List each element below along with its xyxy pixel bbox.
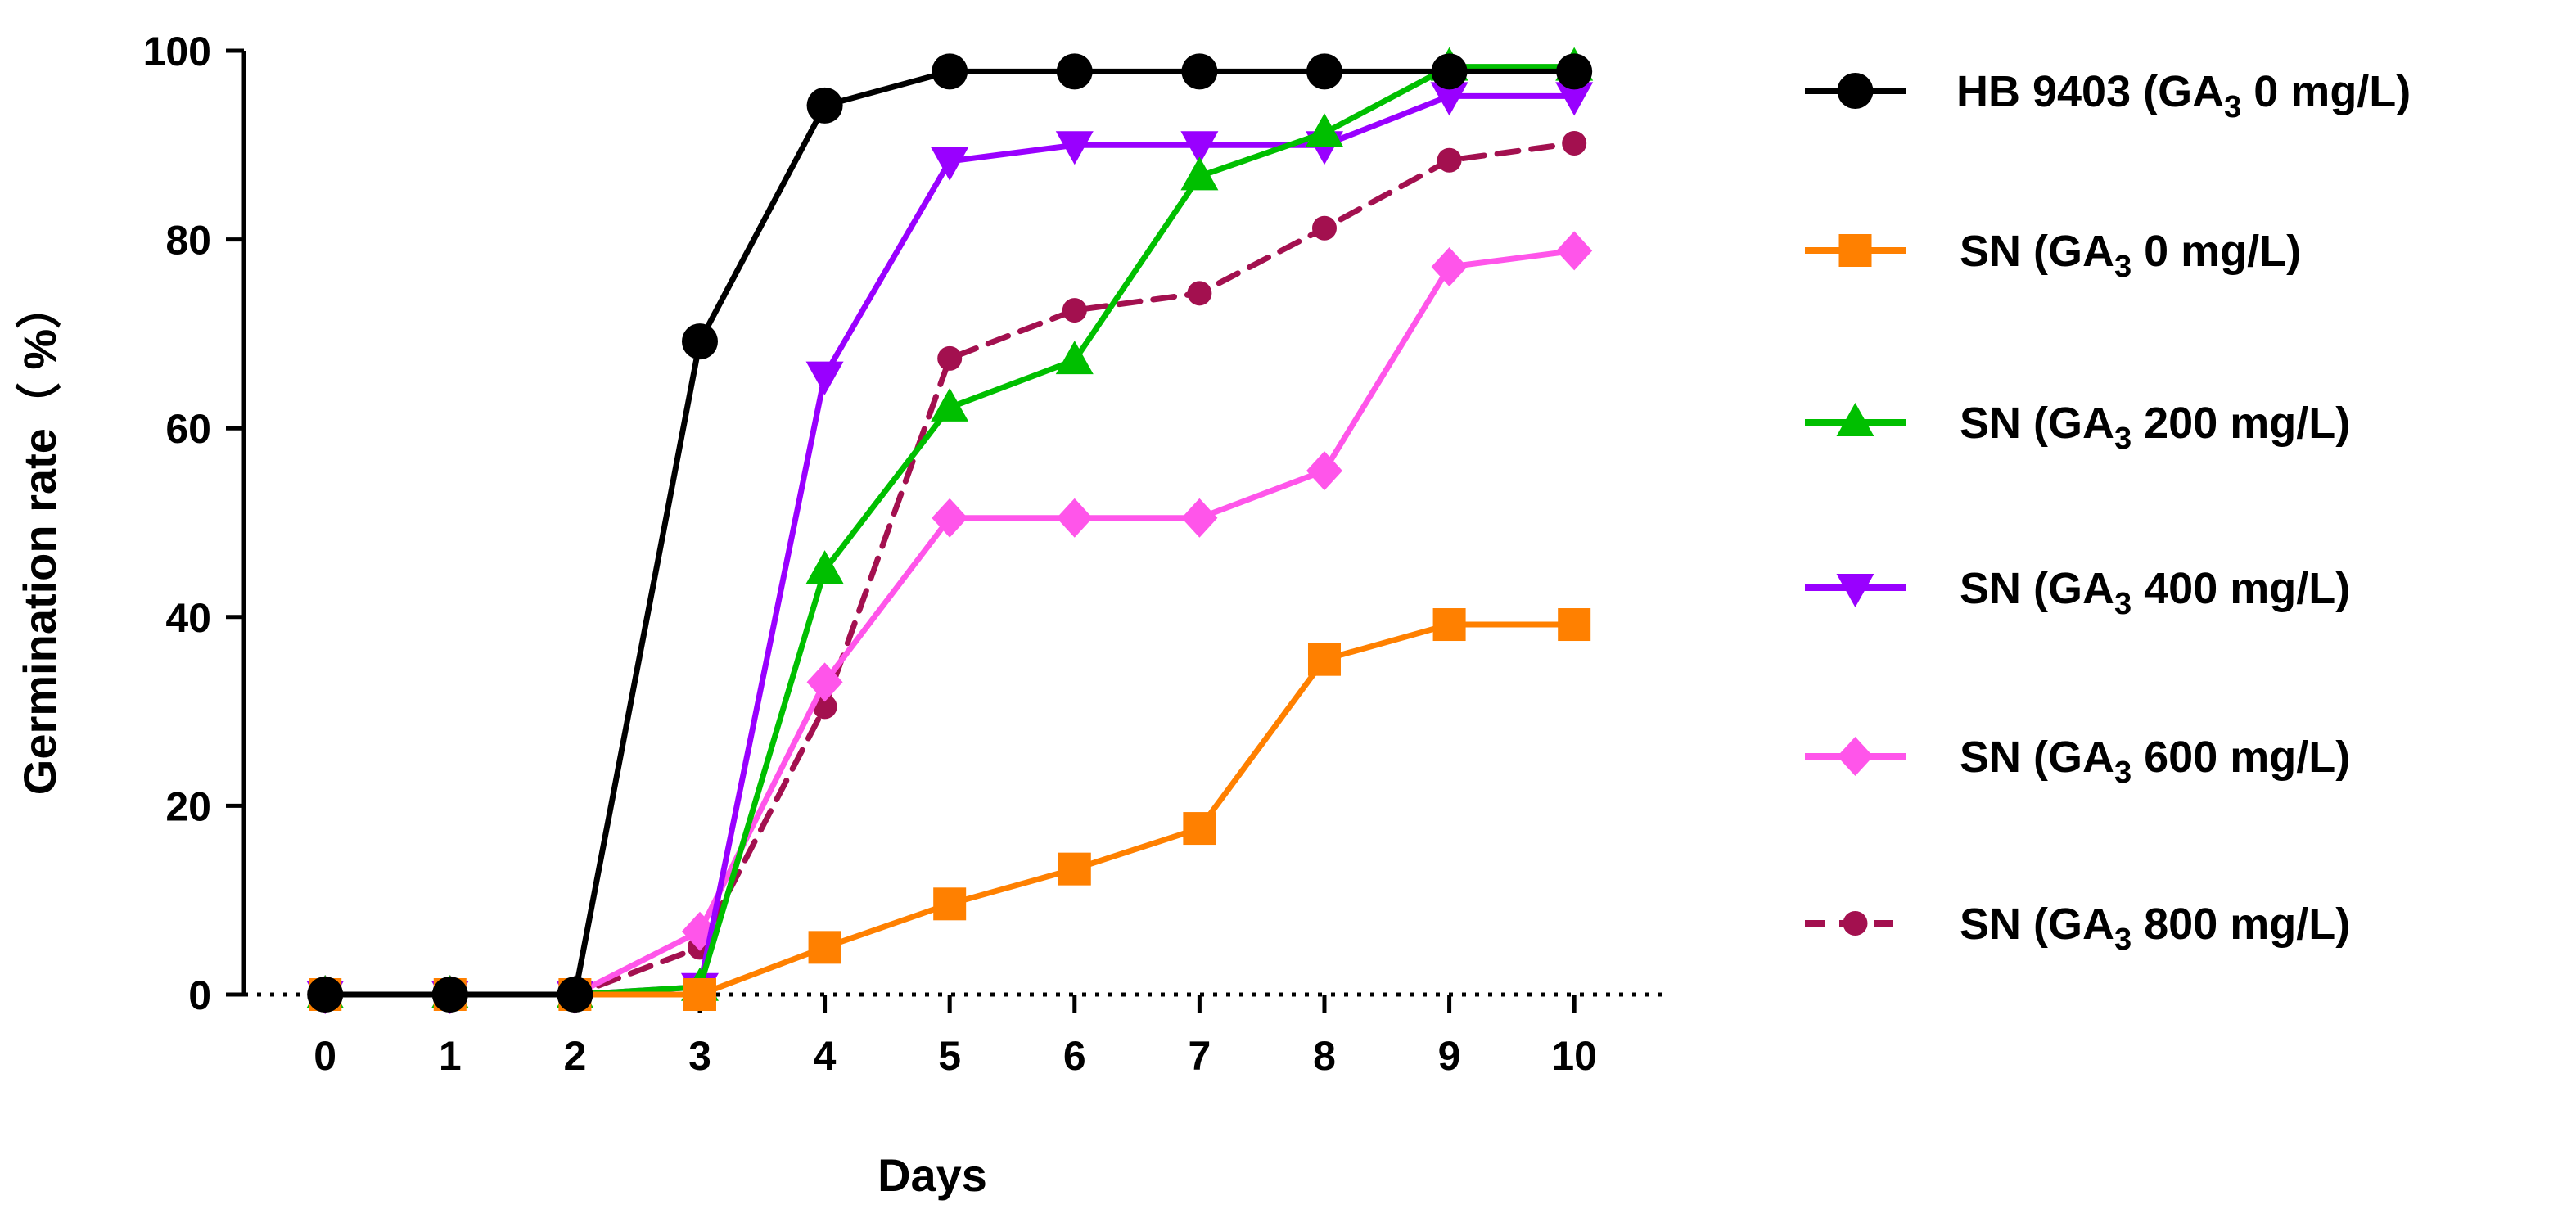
- axes: 0 20 40 60 80 100 0 1 2 3 4 5 6 7 8 9 10 Days Germination …: [14, 29, 1662, 1201]
- legend-item-2-label: SN (GA3 200 mg/L): [1960, 399, 2350, 456]
- series-0-point: [1556, 53, 1593, 90]
- plot-series: [306, 47, 1594, 1014]
- legend-item-5-label: SN (GA3 800 mg/L): [1960, 900, 2350, 957]
- series-3-point: [1180, 131, 1219, 165]
- series-2-point: [1180, 156, 1219, 191]
- x-tick-label: 2: [563, 1033, 586, 1079]
- legend-item-2-marker: [1836, 403, 1874, 436]
- x-tick-label: 7: [1188, 1033, 1211, 1079]
- series-0-point: [431, 977, 468, 1013]
- series-3: [306, 82, 1594, 1014]
- series-4-point: [1181, 498, 1218, 538]
- legend-item-5-marker: [1843, 911, 1868, 936]
- legend-item-4: SN (GA3 600 mg/L): [1805, 733, 2350, 790]
- series-4-point: [806, 662, 843, 702]
- series-0-point: [681, 323, 718, 360]
- y-tick-label: 20: [165, 783, 211, 829]
- series-1-point: [933, 887, 967, 921]
- x-tick-label: 9: [1438, 1033, 1461, 1079]
- legend-item-0: HB 9403 (GA3 0 mg/L): [1805, 67, 2411, 124]
- legend-item-5: SN (GA3 800 mg/L): [1805, 900, 2350, 957]
- x-tick-label: 8: [1313, 1033, 1336, 1079]
- legend-item-3: SN (GA3 400 mg/L): [1805, 564, 2350, 621]
- y-axis-title: Germination rate（ %）: [14, 283, 65, 795]
- series-2-point: [931, 387, 969, 422]
- series-0-point: [1056, 53, 1093, 90]
- series-1-line: [322, 621, 1577, 998]
- series-4-point: [932, 498, 968, 538]
- series-1-point: [683, 978, 716, 1011]
- series-2-point: [1305, 113, 1343, 147]
- legend-item-3-label: SN (GA3 400 mg/L): [1960, 564, 2350, 621]
- y-tick-label: 60: [165, 406, 211, 452]
- x-tick-label: 4: [814, 1033, 837, 1079]
- series-1: [309, 608, 1591, 1011]
- series-1-point: [1307, 643, 1341, 676]
- y-tick-label: 0: [188, 972, 211, 1018]
- series-3-line: [322, 92, 1577, 998]
- series-0: [307, 53, 1593, 1013]
- series-0-point: [557, 977, 593, 1013]
- series-0-point: [932, 53, 968, 90]
- legend-item-1: SN (GA3 0 mg/L): [1805, 227, 2301, 284]
- legend-item-0-marker: [1837, 73, 1874, 109]
- x-tick-label: 1: [439, 1033, 462, 1079]
- y-tick-label: 40: [165, 595, 211, 641]
- legend-item-3-marker: [1836, 574, 1874, 607]
- series-5: [313, 130, 1587, 1007]
- series-0-point: [1181, 53, 1218, 90]
- series-5-point: [1187, 281, 1212, 306]
- series-0-point: [1306, 53, 1342, 90]
- series-1-point: [1058, 852, 1091, 886]
- legend-item-1-label: SN (GA3 0 mg/L): [1960, 227, 2301, 284]
- series-3-point: [1430, 82, 1468, 116]
- series-0-point: [307, 977, 344, 1013]
- series-4-point: [1556, 231, 1593, 271]
- series-4-point: [1306, 451, 1342, 491]
- x-axis-title: Days: [877, 1149, 987, 1201]
- y-tick-label: 80: [165, 218, 211, 264]
- legend-item-4-label: SN (GA3 600 mg/L): [1960, 733, 2350, 790]
- legend-item-2: SN (GA3 200 mg/L): [1805, 399, 2350, 456]
- series-5-point: [1562, 130, 1587, 156]
- series-4-point: [1056, 498, 1093, 538]
- legend-item-0-label: HB 9403 (GA3 0 mg/L): [1956, 67, 2411, 124]
- series-0-point: [1431, 53, 1468, 90]
- x-tick-label: 3: [688, 1033, 711, 1079]
- series-3-point: [1055, 131, 1094, 165]
- series-2-point: [805, 550, 844, 584]
- series-5-line: [322, 140, 1577, 998]
- x-tick-label: 0: [314, 1033, 336, 1079]
- y-tick-label: 100: [143, 29, 211, 74]
- series-3-point: [805, 361, 844, 395]
- series-5-point: [937, 345, 963, 371]
- series-5-point: [1437, 147, 1462, 173]
- legend-item-1-marker: [1838, 234, 1872, 267]
- series-5-point: [1311, 215, 1337, 241]
- legend: HB 9403 (GA3 0 mg/L) SN (GA3 0 mg/L) SN (G…: [1805, 67, 2411, 957]
- x-tick-label: 10: [1551, 1033, 1597, 1079]
- series-4-point: [1431, 247, 1468, 287]
- series-1-point: [808, 931, 841, 964]
- x-tick-label: 6: [1063, 1033, 1086, 1079]
- series-3-point: [1555, 82, 1594, 116]
- series-2-point: [1055, 341, 1094, 375]
- series-1-point: [1558, 608, 1591, 642]
- series-5-point: [1062, 298, 1087, 323]
- series-1-point: [1183, 812, 1216, 846]
- legend-item-4-marker: [1837, 737, 1874, 776]
- series-3-point: [931, 147, 969, 181]
- series-1-point: [1432, 608, 1466, 642]
- x-tick-label: 5: [938, 1033, 961, 1079]
- series-0-point: [806, 87, 843, 124]
